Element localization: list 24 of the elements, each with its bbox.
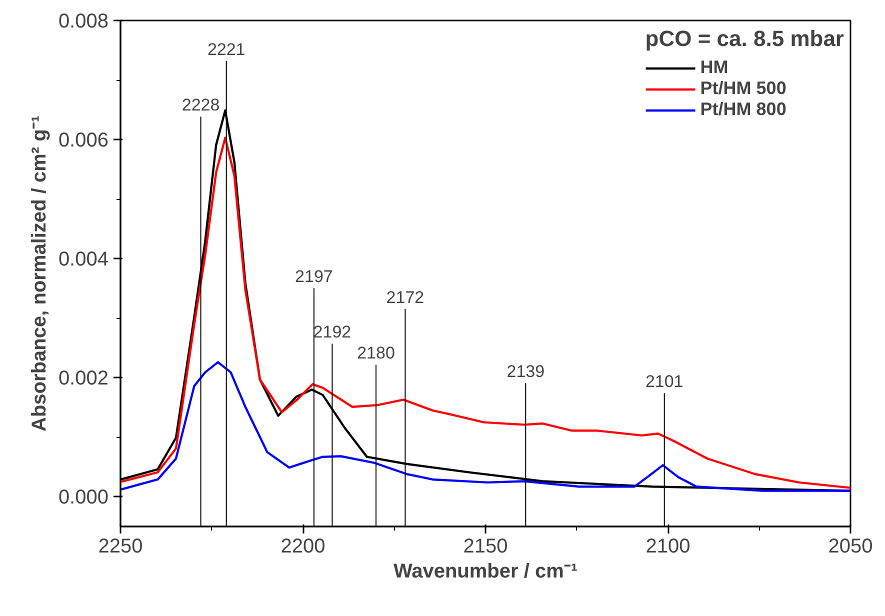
legend-label: HM: [700, 57, 728, 78]
ref-line-label: 2197: [295, 267, 333, 286]
legend-label: Pt/HM 500: [700, 78, 786, 99]
y-tick-label: 0.008: [58, 10, 109, 32]
legend-title: pCO = ca. 8.5 mbar: [645, 26, 844, 52]
x-tick-label: 2250: [98, 536, 143, 558]
ref-line-label: 2172: [386, 288, 424, 307]
ref-line-label: 2101: [645, 372, 684, 392]
ref-line-label: 2139: [506, 362, 545, 382]
y-tick-label: 0.004: [58, 248, 109, 271]
y-tick-label: 0.002: [58, 368, 109, 390]
x-axis-title: Wavenumber / cm⁻¹: [393, 560, 578, 582]
y-tick-label: 0.006: [58, 130, 109, 152]
y-axis-title: Absorbance, normalized / cm² g⁻¹: [28, 115, 50, 432]
legend-label: Pt/HM 800: [700, 99, 786, 120]
ref-line-label: 2228: [182, 96, 220, 115]
x-tick-label: 2200: [280, 536, 326, 558]
x-tick-label: 2150: [463, 536, 508, 558]
line-series: [120, 361, 850, 492]
x-tick-label: 2100: [646, 536, 690, 558]
y-tick-label: 0.000: [58, 486, 109, 509]
x-tick-label: 2050: [828, 536, 873, 558]
ref-line-label: 2221: [207, 40, 246, 59]
ref-line-label: 2180: [357, 344, 395, 363]
